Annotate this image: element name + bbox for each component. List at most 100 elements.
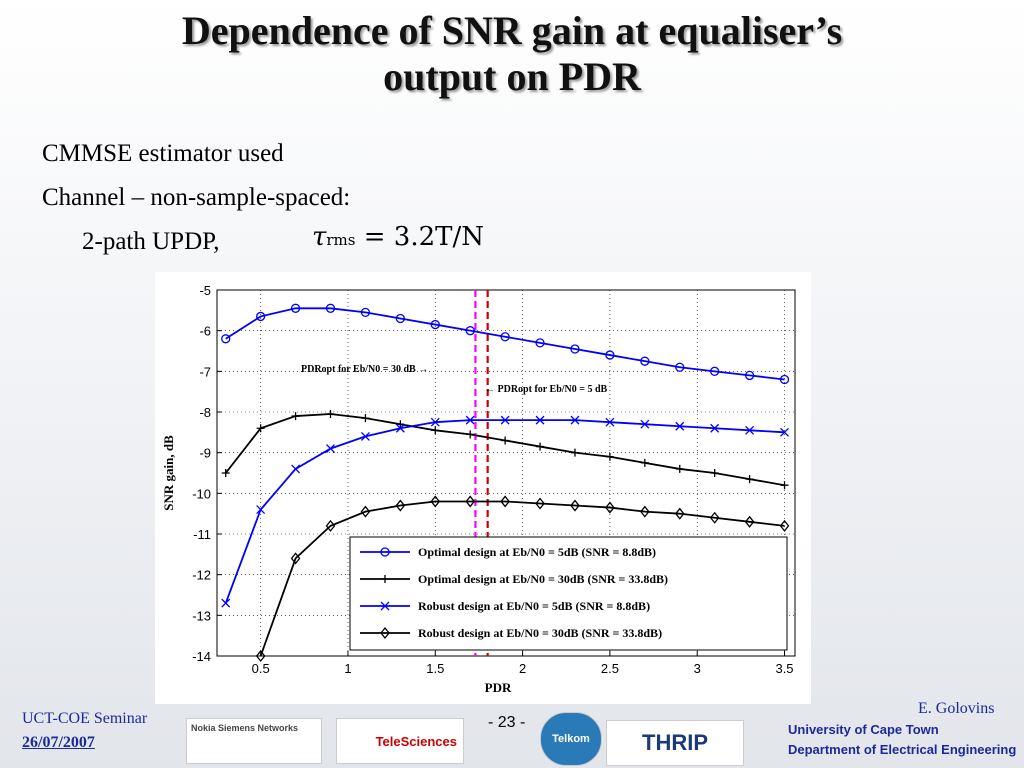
marker <box>500 415 510 425</box>
marker <box>779 519 790 532</box>
x-axis-label: PDR <box>485 680 512 695</box>
marker <box>221 469 230 477</box>
marker <box>256 311 266 322</box>
x-tick-label: 3 <box>694 661 701 676</box>
y-tick-label: -8 <box>199 405 211 420</box>
marker <box>395 313 406 324</box>
legend-label: Optimal design at Eb/N0 = 5dB (SNR = 8.8… <box>418 545 656 559</box>
series-line <box>225 307 785 381</box>
legend <box>349 536 788 651</box>
marker <box>640 356 650 366</box>
formula-rest: = 3.2T/N <box>355 222 484 252</box>
marker <box>395 499 406 512</box>
y-tick-label: -6 <box>199 324 211 339</box>
marker <box>395 423 405 433</box>
legend-marker <box>381 575 389 583</box>
title-line: output on PDR <box>383 54 641 99</box>
marker <box>326 410 335 419</box>
marker <box>640 419 650 429</box>
marker <box>536 442 545 451</box>
marker <box>221 334 231 344</box>
marker <box>361 414 370 423</box>
y-axis-label: SNR gain, dB <box>161 435 176 511</box>
marker <box>780 427 789 437</box>
y-tick-label: -9 <box>199 446 211 461</box>
formula-symbol: τ <box>312 222 327 252</box>
logo: Department of Electrical Engineering <box>788 742 1017 757</box>
legend-label: Robust design at Eb/N0 = 30dB (SNR = 33.… <box>418 626 662 640</box>
marker <box>430 319 440 330</box>
marker <box>325 519 336 532</box>
marker <box>465 495 476 508</box>
chart: PDR SNR gain, dB -14 -13 -12 -11 -10 -9 -8 -7 -6… <box>155 272 811 704</box>
marker <box>535 415 545 425</box>
x-tick-label: 0.5 <box>252 661 270 676</box>
marker <box>290 552 301 565</box>
marker <box>745 475 754 484</box>
marker <box>570 448 579 457</box>
marker <box>430 417 440 427</box>
marker <box>675 421 685 431</box>
legend-marker <box>380 547 390 557</box>
x-tick-label: 1 <box>344 661 351 676</box>
y-tick-label: -10 <box>192 486 211 501</box>
marker <box>745 425 755 435</box>
marker <box>639 505 650 518</box>
y-tick-label: -13 <box>192 608 211 623</box>
marker <box>291 412 300 421</box>
bullet: Channel – non-sample-spaced: <box>42 184 351 211</box>
marker <box>535 338 545 348</box>
y-tick-label: -11 <box>193 527 211 542</box>
bullet: 2-path UPDP, <box>82 228 220 255</box>
marker <box>256 505 266 515</box>
marker <box>360 505 371 518</box>
logo: Nokia Siemens Networks <box>186 718 322 764</box>
formula-subscript: rms <box>326 231 356 249</box>
bullet: CMMSE estimator used <box>42 140 284 167</box>
marker <box>465 415 475 425</box>
marker <box>326 444 335 454</box>
title-line: Dependence of SNR gain at equaliser’s <box>181 8 843 53</box>
logo: University of Cape Town <box>788 722 939 737</box>
x-tick-label: 2.5 <box>601 661 619 676</box>
marker <box>360 431 370 441</box>
legend-label: Robust design at Eb/N0 = 5dB (SNR = 8.8d… <box>418 599 650 613</box>
marker <box>396 420 405 429</box>
marker <box>500 332 510 342</box>
series-line <box>259 500 785 657</box>
marker <box>431 426 440 435</box>
y-tick-label: -14 <box>192 649 211 664</box>
plot-frame <box>216 289 796 657</box>
x-tick-label: 2 <box>519 661 526 676</box>
marker <box>605 452 614 461</box>
legend-label: Optimal design at Eb/N0 = 30dB (SNR = 33… <box>418 572 668 586</box>
marker <box>325 303 336 313</box>
marker <box>709 511 720 524</box>
x-tick-label: 3.5 <box>775 661 793 676</box>
author: E. Golovins <box>918 700 995 717</box>
legend-marker <box>380 626 390 640</box>
marker <box>780 481 789 490</box>
marker <box>570 344 580 354</box>
marker <box>710 366 720 376</box>
marker <box>779 374 790 385</box>
marker <box>221 598 231 608</box>
annotation: ← PDRopt for Eb/N0 = 5 dB <box>485 384 608 395</box>
series-line <box>225 413 785 487</box>
marker <box>535 497 545 510</box>
marker <box>465 326 475 336</box>
marker <box>605 350 615 360</box>
logo: TeleSciences <box>336 718 464 764</box>
marker <box>290 303 301 313</box>
marker <box>430 495 441 508</box>
marker <box>710 423 720 433</box>
marker <box>605 417 615 427</box>
marker <box>570 415 580 425</box>
marker <box>256 424 265 433</box>
marker <box>360 307 371 318</box>
legend-marker <box>380 601 390 611</box>
logo: THRIP <box>606 720 744 766</box>
footer-date: 26/07/2007 <box>22 734 95 751</box>
marker <box>466 430 475 439</box>
annotation: PDRopt for Eb/N0 = 30 dB → <box>301 364 428 375</box>
